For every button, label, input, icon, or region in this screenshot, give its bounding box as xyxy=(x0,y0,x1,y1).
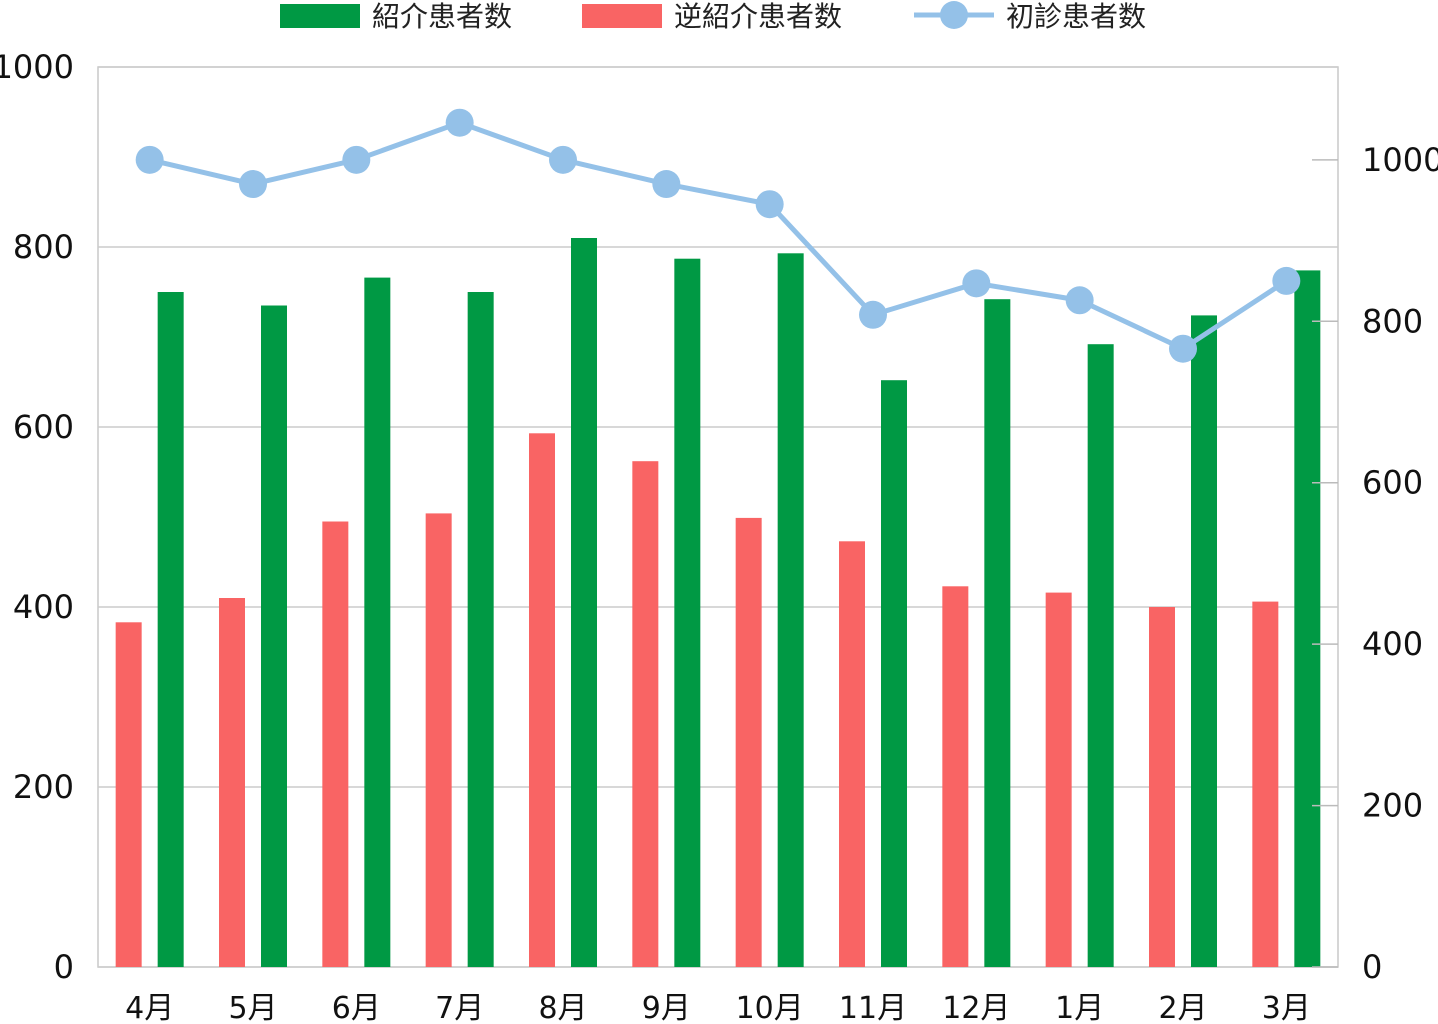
legend-label: 紹介患者数 xyxy=(372,0,512,33)
bar-referral xyxy=(1294,270,1321,967)
x-tick-label: 7月 xyxy=(435,991,484,1024)
x-tick-label: 6月 xyxy=(332,991,381,1024)
bar-referral xyxy=(984,299,1011,967)
line-series xyxy=(135,108,1301,363)
x-tick-label: 11月 xyxy=(839,991,907,1024)
bar-reverse-referral xyxy=(942,586,969,967)
legend: 紹介患者数 逆紹介患者数 初診患者数 xyxy=(280,0,1146,33)
bar-reverse-referral xyxy=(1045,592,1072,967)
right-tick-label: 200 xyxy=(1362,787,1423,825)
bar-referral xyxy=(157,292,184,967)
bar-reverse-referral xyxy=(115,622,142,967)
bar-reverse-referral xyxy=(632,461,659,967)
left-tick-label: 1000 xyxy=(0,48,74,86)
x-tick-label: 4月 xyxy=(125,991,174,1024)
left-tick-label: 200 xyxy=(13,768,74,806)
bar-reverse-referral xyxy=(529,433,555,967)
line-point xyxy=(652,170,681,199)
legend-swatch xyxy=(280,4,360,28)
grid-lines xyxy=(97,66,1339,968)
right-tick-label: 0 xyxy=(1362,948,1382,986)
bar-referral xyxy=(777,253,804,968)
bar-referral xyxy=(261,305,287,967)
bars xyxy=(115,238,1321,968)
line-point xyxy=(1065,286,1094,315)
bar-reverse-referral xyxy=(425,513,452,967)
right-tick-label: 600 xyxy=(1362,464,1423,502)
bar-reverse-referral xyxy=(322,521,349,967)
left-tick-label: 800 xyxy=(13,228,74,266)
x-tick-label: 5月 xyxy=(228,991,277,1024)
bar-reverse-referral xyxy=(219,598,245,967)
line-point xyxy=(1272,266,1301,295)
line-point xyxy=(239,170,267,199)
left-tick-label: 600 xyxy=(13,408,74,446)
legend-swatch xyxy=(582,4,662,28)
legend-label: 初診患者数 xyxy=(1006,0,1146,33)
bar-referral xyxy=(467,292,494,967)
line-point xyxy=(1169,334,1197,363)
left-tick-label: 400 xyxy=(13,588,74,626)
line-point xyxy=(859,300,887,329)
left-tick-label: 0 xyxy=(54,948,74,986)
line-point xyxy=(445,108,474,137)
bar-reverse-referral xyxy=(839,541,865,967)
right-tick-label: 1000 xyxy=(1362,141,1438,179)
bar-referral xyxy=(1087,344,1114,967)
x-tick-label: 3月 xyxy=(1262,991,1311,1024)
x-tick-label: 12月 xyxy=(942,991,1010,1024)
legend-swatch-marker xyxy=(940,1,968,29)
bar-referral xyxy=(881,380,907,967)
bar-referral xyxy=(1191,315,1217,967)
bar-reverse-referral xyxy=(735,517,762,967)
line-point xyxy=(962,269,991,298)
x-tick-label: 8月 xyxy=(538,991,587,1024)
x-tick-label: 10月 xyxy=(736,991,804,1024)
x-tick-label: 2月 xyxy=(1158,991,1207,1024)
legend-label: 逆紹介患者数 xyxy=(674,0,842,33)
line-point xyxy=(549,145,577,174)
line-path xyxy=(149,120,1288,352)
right-tick-label: 800 xyxy=(1362,302,1423,340)
line-point xyxy=(135,145,164,174)
bar-referral xyxy=(674,258,701,967)
bar-reverse-referral xyxy=(1149,607,1175,967)
x-tick-label: 9月 xyxy=(642,991,691,1024)
x-tick-label: 1月 xyxy=(1055,991,1104,1024)
bar-referral xyxy=(364,277,391,968)
bar-referral xyxy=(571,238,597,967)
line-point xyxy=(755,190,784,219)
bar-reverse-referral xyxy=(1252,601,1279,967)
axes: 0 200 400 600 800 1000 0 200 400 600 800 1000 4月 5月 6月… xyxy=(0,48,1438,1024)
right-tick-label: 400 xyxy=(1362,625,1423,663)
line-point xyxy=(342,145,371,174)
